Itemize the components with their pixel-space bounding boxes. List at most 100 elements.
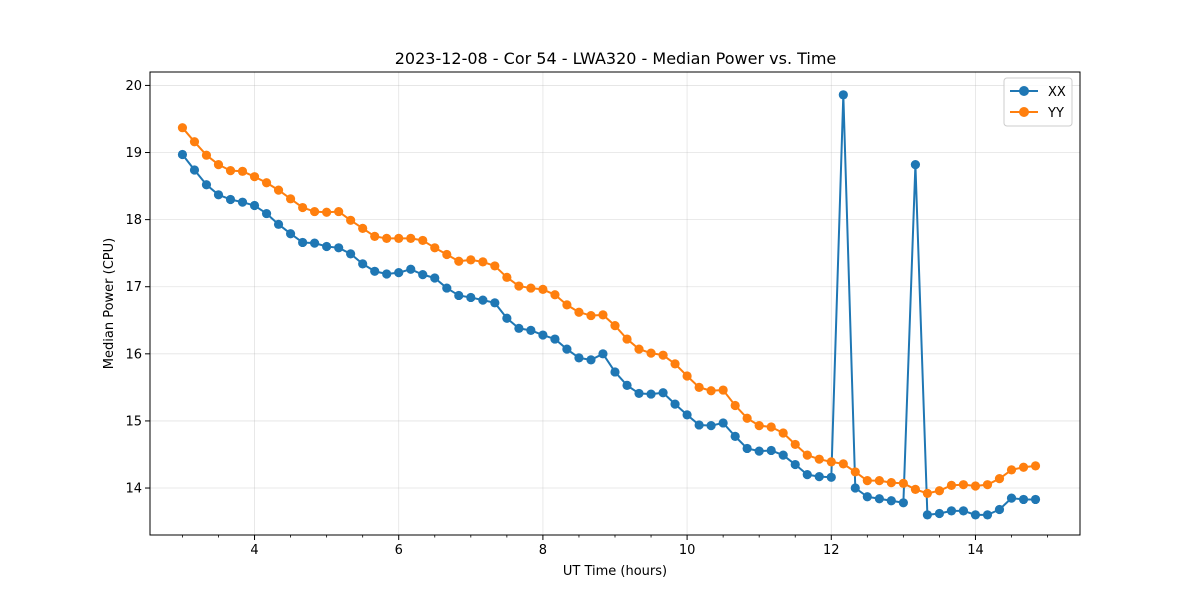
data-point-xx — [334, 243, 344, 253]
data-point-xx — [406, 264, 416, 274]
data-point-xx — [622, 380, 632, 390]
x-tick-label: 14 — [967, 543, 984, 558]
data-point-yy — [766, 422, 776, 432]
data-point-yy — [586, 310, 596, 321]
data-point-xx — [1018, 494, 1029, 505]
data-point-xx — [718, 418, 728, 428]
y-tick-label: 17 — [125, 280, 142, 295]
data-point-xx — [490, 298, 500, 308]
data-point-xx — [225, 194, 236, 205]
data-point-xx — [249, 200, 260, 211]
data-point-xx — [502, 313, 512, 323]
data-point-yy — [225, 166, 236, 176]
data-point-yy — [502, 272, 512, 282]
legend-marker-yy — [1019, 107, 1029, 117]
data-point-xx — [237, 197, 248, 207]
data-point-yy — [261, 178, 272, 188]
data-point-yy — [370, 231, 380, 241]
data-point-yy — [862, 476, 872, 486]
data-point-xx — [862, 492, 872, 502]
legend-label-xx: XX — [1048, 85, 1066, 100]
data-point-yy — [706, 386, 716, 396]
data-point-yy — [177, 123, 188, 133]
data-point-xx — [442, 283, 452, 293]
data-point-yy — [273, 185, 284, 195]
legend-label-yy: YY — [1047, 106, 1064, 121]
legend-marker-xx — [1019, 86, 1029, 96]
data-point-xx — [1030, 494, 1041, 505]
data-point-yy — [213, 160, 224, 170]
data-point-xx — [946, 506, 957, 516]
data-point-xx — [466, 292, 476, 303]
data-point-xx — [418, 270, 428, 280]
data-point-yy — [514, 281, 524, 291]
data-point-xx — [706, 421, 716, 431]
data-point-xx — [273, 219, 284, 229]
series-xx — [177, 90, 1041, 520]
data-point-yy — [430, 243, 440, 253]
data-point-xx — [454, 290, 464, 301]
data-point-xx — [778, 450, 788, 460]
data-point-yy — [814, 454, 824, 464]
x-axis-label: UT Time (hours) — [563, 564, 667, 579]
chart-title: 2023-12-08 - Cor 54 - LWA320 - Median Po… — [395, 49, 837, 68]
data-point-yy — [754, 421, 764, 431]
data-point-yy — [802, 450, 812, 460]
data-point-xx — [1006, 493, 1017, 503]
data-point-xx — [670, 399, 680, 409]
data-point-yy — [574, 307, 584, 317]
data-point-xx — [213, 190, 224, 200]
data-point-yy — [598, 310, 608, 320]
data-point-xx — [730, 431, 740, 441]
data-point-xx — [586, 355, 596, 365]
data-point-xx — [982, 510, 993, 520]
data-point-yy — [358, 223, 368, 233]
x-tick-label: 4 — [250, 543, 258, 558]
data-point-yy — [910, 484, 921, 494]
data-point-xx — [994, 504, 1005, 515]
data-point-xx — [646, 389, 656, 399]
data-point-yy — [466, 255, 476, 265]
data-point-xx — [922, 510, 932, 520]
data-point-xx — [322, 241, 332, 252]
data-point-yy — [418, 235, 428, 246]
data-point-xx — [910, 160, 921, 170]
data-point-xx — [898, 498, 908, 508]
data-point-xx — [598, 349, 608, 359]
data-point-xx — [826, 472, 836, 482]
data-point-xx — [189, 165, 200, 175]
data-point-xx — [201, 180, 212, 190]
data-point-xx — [478, 295, 488, 305]
data-point-yy — [838, 459, 848, 469]
y-tick-label: 14 — [125, 482, 142, 497]
data-point-yy — [970, 481, 981, 491]
data-point-xx — [382, 269, 392, 279]
data-point-xx — [850, 483, 860, 493]
data-point-yy — [958, 480, 969, 490]
y-tick-label: 15 — [125, 414, 142, 429]
data-point-yy — [562, 300, 572, 310]
data-point-yy — [382, 233, 392, 244]
y-axis-label: Median Power (CPU) — [102, 238, 117, 369]
data-point-xx — [526, 325, 536, 335]
data-point-xx — [538, 330, 548, 340]
data-point-xx — [754, 446, 764, 456]
data-point-xx — [934, 508, 945, 519]
data-point-xx — [430, 273, 440, 283]
data-point-yy — [670, 359, 680, 369]
data-point-xx — [814, 472, 824, 482]
legend-item-xx: XX — [1010, 85, 1066, 100]
data-point-yy — [646, 348, 656, 358]
data-point-yy — [538, 284, 548, 295]
data-point-yy — [790, 439, 800, 450]
data-point-yy — [346, 215, 356, 225]
data-point-yy — [406, 233, 416, 244]
data-point-yy — [874, 476, 884, 486]
data-point-yy — [850, 467, 860, 477]
data-point-yy — [934, 486, 945, 496]
data-point-yy — [1030, 461, 1041, 471]
data-point-xx — [610, 367, 620, 377]
data-point-xx — [346, 249, 356, 259]
data-point-xx — [658, 388, 668, 398]
